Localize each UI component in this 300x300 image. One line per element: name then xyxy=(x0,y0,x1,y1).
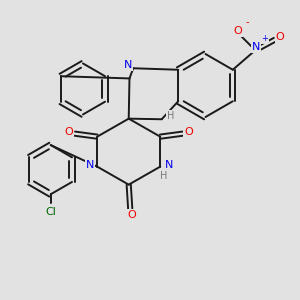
Text: +: + xyxy=(261,34,268,43)
Text: H: H xyxy=(167,111,174,121)
Text: O: O xyxy=(234,26,243,36)
Text: N: N xyxy=(164,160,173,170)
Text: H: H xyxy=(160,171,167,181)
Text: O: O xyxy=(276,32,285,42)
Text: O: O xyxy=(184,127,193,137)
Text: N: N xyxy=(85,160,94,170)
Text: Cl: Cl xyxy=(45,207,56,217)
Text: O: O xyxy=(64,127,73,137)
Text: -: - xyxy=(245,17,249,27)
Text: N: N xyxy=(124,60,132,70)
Text: N: N xyxy=(252,42,260,52)
Text: O: O xyxy=(127,210,136,220)
